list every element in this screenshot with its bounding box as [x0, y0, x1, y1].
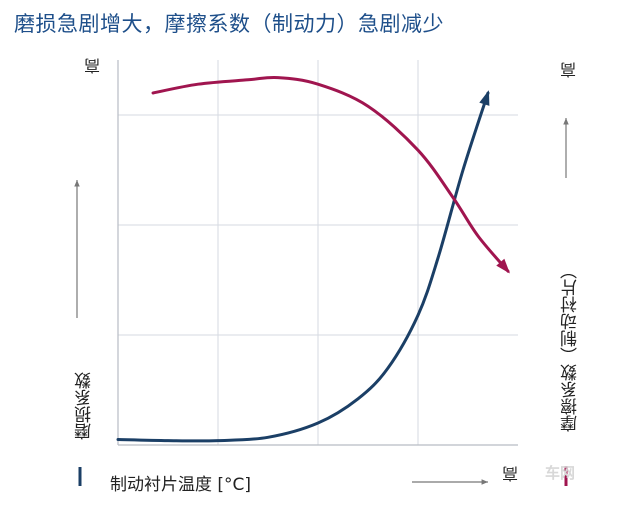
page-title: 磨损急剧增大，摩擦系数（制动力）急剧减少 — [14, 12, 444, 36]
series-line-1 — [151, 75, 510, 273]
chart-axes — [117, 60, 518, 446]
x-axis-label: 制动衬片温度 [°C] — [110, 475, 252, 495]
series-arrowhead-1 — [496, 258, 510, 274]
right-axis-high-label: 高 — [560, 62, 579, 78]
chart-series — [116, 75, 510, 443]
right-up-arrow-head — [563, 118, 569, 125]
series-line-0 — [116, 91, 490, 443]
chart-gridlines — [118, 60, 518, 445]
left-up-arrow-head — [74, 180, 80, 187]
x-right-arrow — [412, 479, 488, 485]
watermark: 车网 — [545, 464, 576, 482]
axis-arrows — [74, 118, 569, 486]
x-right-arrow-head — [481, 479, 488, 485]
left-axis-label: 磨损系数 — [75, 372, 95, 440]
x-axis-high-label: 高 — [502, 466, 521, 482]
series-arrowhead-0 — [479, 90, 490, 106]
left-up-arrow — [74, 180, 80, 318]
left-axis-high-label: 高 — [84, 58, 103, 74]
right-axis-label: 摩擦系数（制动衬片） — [561, 262, 581, 432]
right-up-arrow — [563, 118, 569, 178]
